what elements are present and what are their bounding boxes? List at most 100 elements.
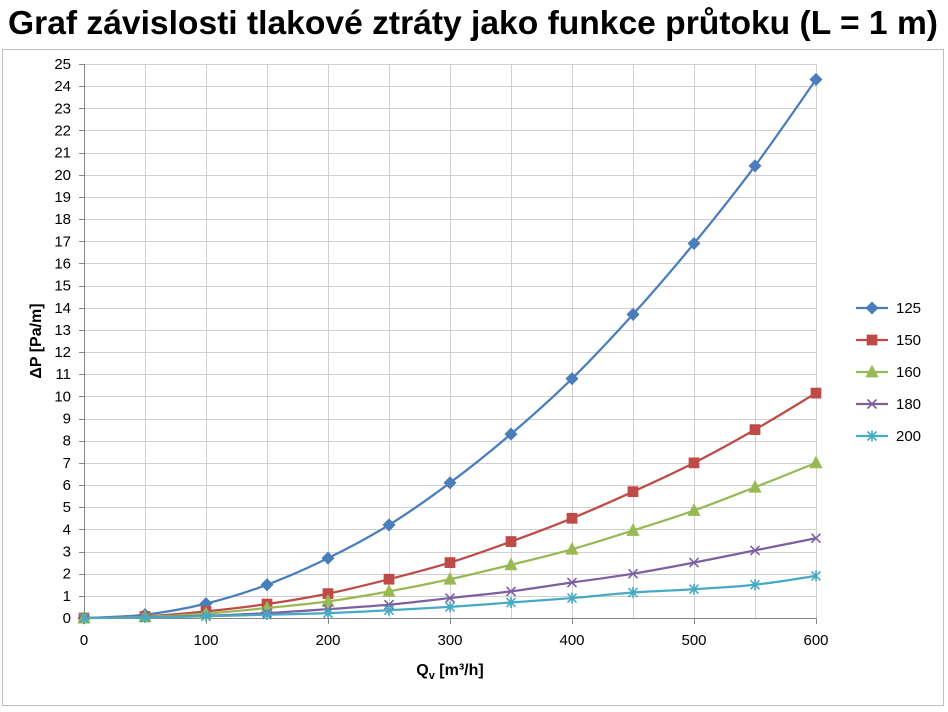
x-tick-label: 500 [681, 632, 706, 649]
series-125-point [809, 72, 823, 87]
series-160-point [809, 455, 823, 469]
legend-label: 125 [896, 300, 921, 317]
series-200-point [444, 601, 456, 613]
x-tick-label: 200 [315, 632, 340, 649]
series-125-point [687, 236, 701, 251]
y-tick-label: 19 [54, 189, 71, 206]
series-200-point [688, 583, 700, 595]
series-200-point [322, 607, 334, 619]
y-tick-label: 23 [54, 100, 71, 117]
series-125-point [748, 159, 762, 173]
y-tick-label: 10 [54, 388, 71, 405]
y-tick-label: 9 [63, 411, 71, 428]
y-tick-label: 21 [54, 145, 71, 162]
y-tick-label: 1 [63, 588, 71, 605]
series-125-point [504, 427, 518, 441]
series-160-point [565, 541, 579, 555]
series-125-point [565, 372, 579, 386]
legend-marker-icon [865, 301, 879, 315]
y-tick-label: 11 [55, 366, 71, 383]
series-125-point [626, 307, 640, 321]
y-tick-label: 0 [63, 610, 71, 627]
series-125 [77, 72, 823, 625]
series-180-point [810, 533, 822, 544]
legend-item-180: 180 [856, 396, 921, 413]
x-axis-label-subscript: v [429, 670, 436, 682]
series-200-point [78, 612, 90, 624]
series-200-point [749, 579, 761, 591]
x-tick-label: 600 [803, 632, 828, 649]
y-tick-label: 5 [63, 499, 71, 516]
series-150-point [505, 536, 517, 547]
series-125-line [83, 78, 817, 620]
y-tick-label: 4 [63, 521, 71, 538]
series-125-point [260, 578, 274, 592]
series-180-point [749, 545, 761, 556]
series-200-point [261, 609, 273, 621]
series-160-point [382, 584, 396, 597]
y-tick-label: 14 [54, 300, 71, 317]
y-tick-label: 22 [54, 122, 71, 139]
chart-area-border [2, 49, 944, 706]
y-tick-label: 24 [54, 78, 71, 95]
y-tick-label: 25 [54, 56, 71, 73]
legend-item-125: 125 [856, 300, 921, 317]
x-tick-label: 300 [437, 632, 462, 649]
series-160-point [626, 523, 640, 536]
series-125-point [443, 476, 457, 490]
y-tick-label: 20 [54, 167, 71, 184]
legend-label: 150 [896, 332, 921, 349]
series-200 [78, 570, 822, 624]
axes [79, 64, 817, 624]
legend-marker-icon [865, 364, 879, 378]
series-150-point [566, 512, 578, 524]
y-tick-label: 2 [63, 566, 71, 583]
x-axis-label-symbol: Q [416, 662, 428, 679]
series-180-point [688, 557, 700, 568]
legend-marker-icon [866, 430, 878, 442]
x-axis-label: Qv [m³/h] [416, 662, 483, 682]
series-200-point [566, 592, 578, 604]
series-180-point [505, 586, 517, 597]
series-125-point [382, 518, 396, 532]
series-180-point [627, 568, 639, 579]
legend-marker-icon [866, 398, 878, 410]
series-160-point [321, 594, 335, 607]
gridlines [84, 64, 817, 619]
x-tick-label: 400 [559, 632, 584, 649]
y-tick-label: 12 [54, 344, 71, 361]
x-tick-labels: 0 100 200 300 400 500 600 [80, 632, 829, 649]
series-180-point [566, 577, 578, 588]
series-160-point [687, 503, 701, 516]
legend-label: 200 [896, 428, 921, 445]
legend: 125 150 160 180 200 [856, 300, 921, 445]
series-layer [77, 72, 823, 625]
y-tick-label: 7 [63, 455, 71, 472]
y-tick-label: 3 [63, 544, 71, 561]
y-tick-label: 18 [54, 211, 71, 228]
series-200-point [810, 570, 822, 582]
y-tick-label: 16 [54, 255, 71, 272]
legend-item-150: 150 [856, 332, 921, 349]
legend-item-200: 200 [856, 428, 921, 445]
series-160-point [504, 557, 518, 571]
y-axis-label: ΔP [Pa/m] [28, 303, 45, 378]
series-150-point [627, 486, 639, 498]
y-tick-label: 15 [54, 278, 71, 295]
x-tick-label: 100 [193, 632, 218, 649]
legend-label: 160 [896, 364, 921, 381]
series-125-point [321, 551, 335, 565]
series-150-point [810, 387, 822, 399]
y-tick-labels: 0123456789101112131415161718192021222324… [54, 56, 71, 627]
series-150-point [383, 573, 395, 585]
series-150-point [749, 424, 761, 436]
x-axis-label-unit: [m³/h] [435, 662, 484, 679]
series-200-point [139, 612, 151, 624]
legend-item-160: 160 [856, 364, 921, 381]
series-180-point [444, 592, 456, 604]
chart-title: Graf závislosti tlakové ztráty jako funk… [8, 4, 938, 41]
y-tick-label: 6 [63, 477, 71, 494]
x-tick-label: 0 [80, 632, 88, 649]
y-tick-label: 13 [54, 322, 71, 339]
